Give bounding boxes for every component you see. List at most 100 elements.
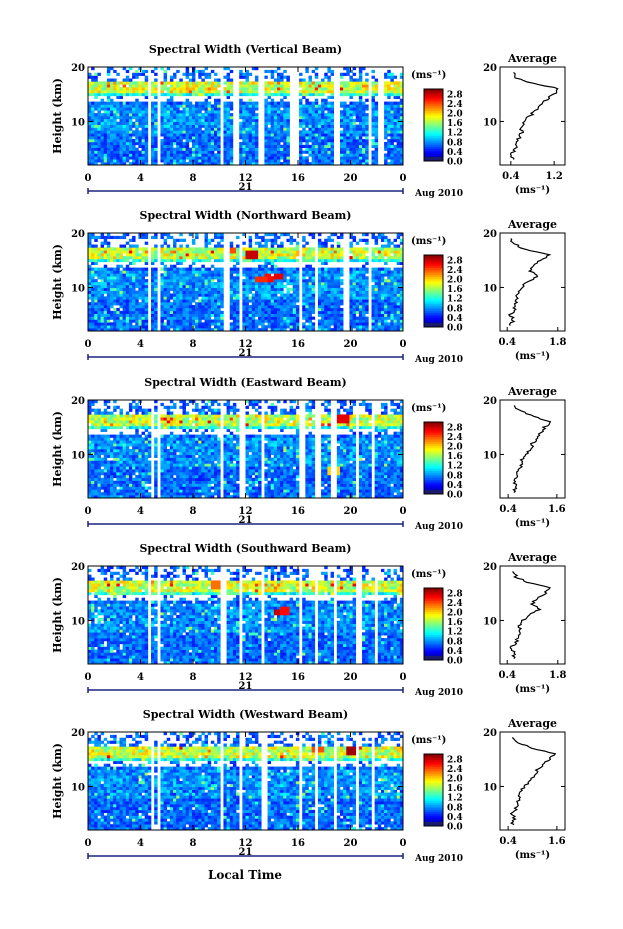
heatmap-cell <box>248 107 253 111</box>
y-tick-label: 10 <box>71 117 85 128</box>
heatmap-cell <box>113 328 117 332</box>
heatmap-cell <box>128 67 133 71</box>
heatmap-cell <box>358 276 363 280</box>
heatmap-cell <box>100 136 105 140</box>
heatmap-cell <box>380 247 385 251</box>
heatmap-cell <box>308 162 312 166</box>
heatmap-cell <box>270 113 275 117</box>
heatmap-cell <box>280 147 284 151</box>
heatmap-cell <box>103 127 108 131</box>
heatmap-cell <box>141 101 145 105</box>
heatmap-cell <box>308 313 312 317</box>
heatmap-cell <box>239 121 243 125</box>
heatmap-cell <box>151 253 155 257</box>
heatmap-cell <box>220 267 224 271</box>
heatmap-cell <box>324 296 328 300</box>
heatmap-cell <box>166 235 171 240</box>
heatmap-cell <box>201 104 205 108</box>
heatmap-cell <box>166 282 171 286</box>
heatmap-cell <box>128 144 133 148</box>
heatmap-cell <box>210 107 215 111</box>
heatmap-cell <box>308 247 312 251</box>
heatmap-cell <box>283 273 287 277</box>
heatmap-cell <box>94 81 98 85</box>
heatmap-cell <box>280 233 284 237</box>
heatmap-cell <box>210 110 215 114</box>
heatmap-cell <box>343 87 347 91</box>
heatmap-cell <box>365 287 369 291</box>
heatmap-cell <box>163 290 168 294</box>
heatmap-cell <box>173 241 177 245</box>
heatmap-cell <box>182 307 186 312</box>
heatmap-cell <box>214 107 218 111</box>
colorbar-tick-label: 1.6 <box>447 119 463 129</box>
heatmap-cell <box>88 136 92 140</box>
heatmap-cell <box>362 121 366 125</box>
heatmap-cell <box>384 319 388 323</box>
heatmap-cell <box>380 253 385 257</box>
heatmap-cell <box>191 267 196 271</box>
heatmap-cell <box>106 147 111 151</box>
heatmap-cell <box>110 310 114 314</box>
heatmap-cell <box>160 299 164 303</box>
heatmap-cell <box>173 139 177 143</box>
heatmap-cell <box>330 238 334 242</box>
y-axis-title: Height (km) <box>51 78 64 154</box>
heatmap-cell <box>132 162 136 166</box>
heatmap-cell <box>144 293 149 297</box>
heatmap-cell <box>311 284 316 289</box>
heatmap-cell <box>273 273 278 277</box>
heatmap-cell <box>128 104 133 108</box>
heatmap-cell <box>358 130 363 134</box>
heatmap-cell <box>277 302 281 306</box>
heatmap-cell <box>377 313 382 317</box>
heatmap-cell <box>283 293 287 297</box>
heatmap-cell <box>299 141 303 146</box>
heatmap-cell <box>122 150 127 154</box>
heatmap-cell <box>154 121 158 125</box>
heatmap-cell <box>151 296 155 300</box>
heatmap-cell <box>305 107 309 111</box>
heatmap-cell <box>185 81 190 85</box>
heatmap-cell <box>349 244 353 248</box>
heatmap-cell <box>371 159 375 163</box>
heatmap-cell <box>176 299 180 303</box>
heatmap-cell <box>229 296 234 300</box>
heatmap-cell <box>327 282 331 286</box>
heatmap-cell <box>179 90 183 94</box>
heatmap-cell <box>182 124 186 128</box>
heatmap-cell <box>336 270 341 274</box>
heatmap-cell <box>365 121 369 125</box>
heatmap-cell <box>214 270 218 274</box>
heatmap-cell <box>91 328 95 332</box>
heatmap-cell <box>302 92 306 97</box>
heatmap-cell <box>214 133 218 137</box>
heatmap-cell <box>116 264 120 268</box>
heatmap-cell <box>135 136 139 140</box>
heatmap-cell <box>352 118 357 123</box>
heatmap-cell <box>94 238 98 242</box>
heatmap-cell <box>267 325 271 329</box>
heatmap-cell <box>210 124 215 128</box>
heatmap-cell <box>163 302 168 306</box>
heatmap-cell <box>321 279 325 283</box>
heatmap-cell <box>302 279 306 283</box>
heatmap-cell <box>154 116 158 120</box>
heatmap-cell <box>324 84 328 88</box>
heatmap-cell <box>226 159 231 163</box>
heatmap-cell <box>305 139 309 143</box>
heatmap-cell <box>154 233 158 237</box>
heatmap-cell <box>254 150 259 154</box>
heatmap-cell <box>94 101 98 105</box>
heatmap-cell <box>122 258 127 263</box>
heatmap-cell <box>173 124 177 128</box>
heatmap-cell <box>195 235 199 240</box>
heatmap-cell <box>321 92 325 97</box>
heatmap-cell <box>198 75 202 79</box>
heatmap-cell <box>151 258 155 263</box>
heatmap-cell <box>352 273 357 277</box>
heatmap-cell <box>352 136 357 140</box>
heatmap-cell <box>302 325 306 329</box>
heatmap-cell <box>305 279 309 283</box>
heatmap-cell <box>128 244 133 248</box>
